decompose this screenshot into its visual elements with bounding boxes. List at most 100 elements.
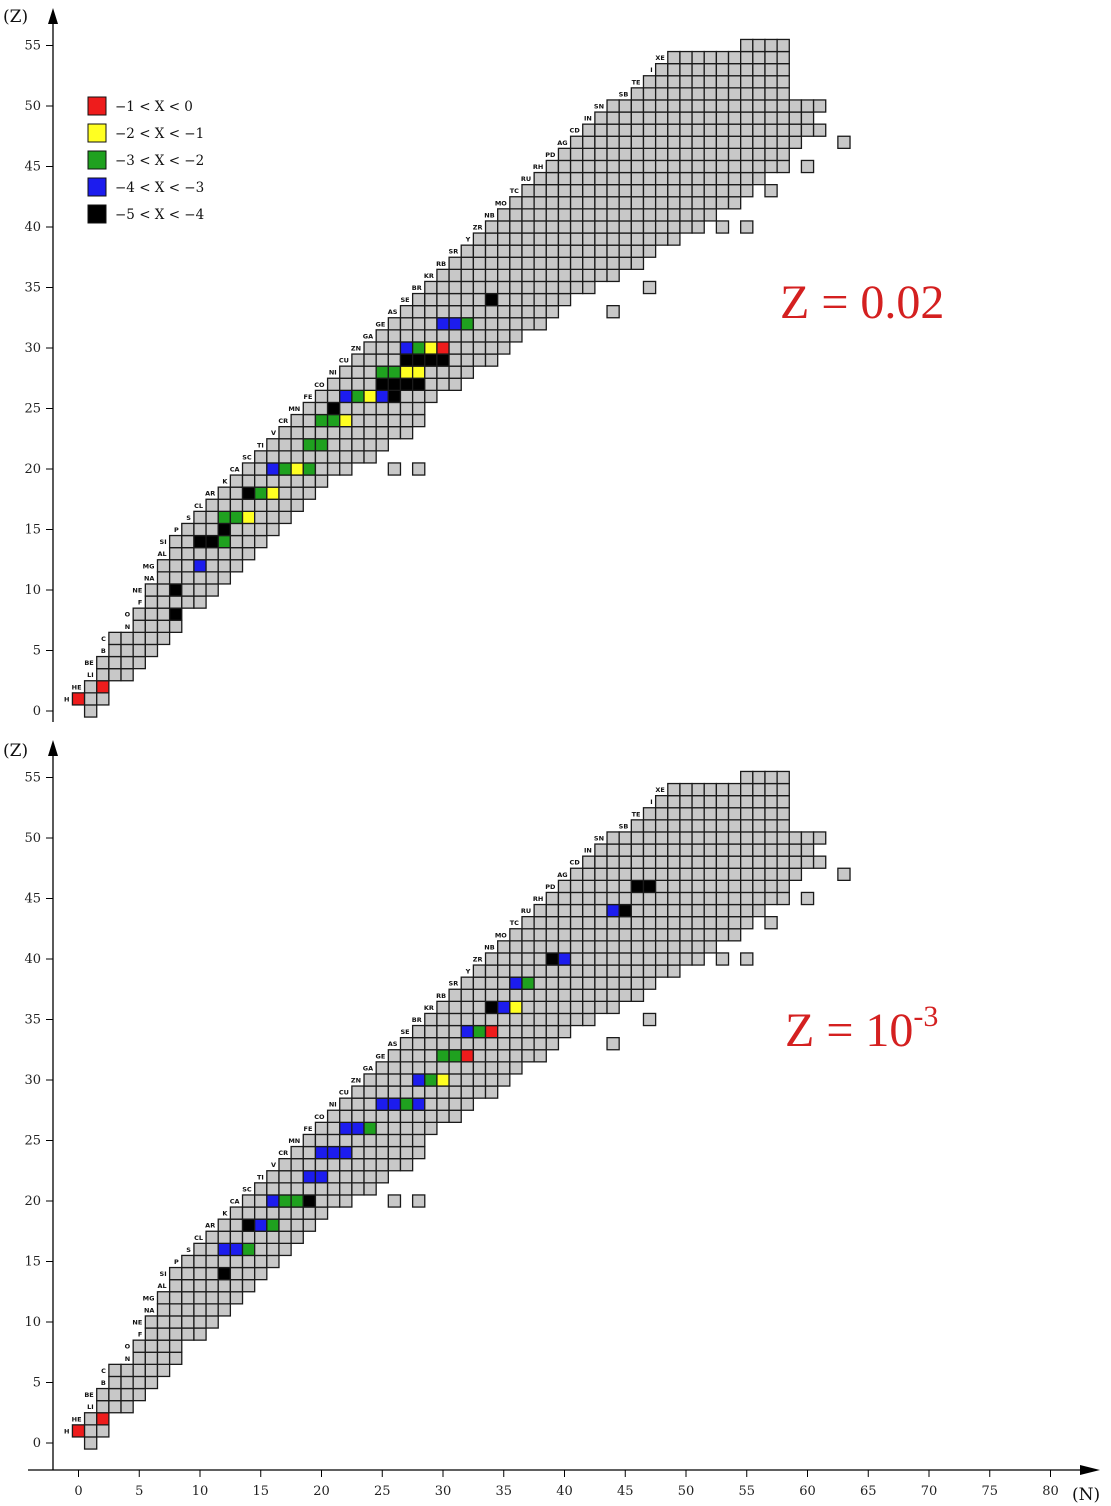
element-label: N <box>125 1355 130 1363</box>
nuclide-cell <box>168 1327 183 1341</box>
nuclide-cell <box>667 99 681 113</box>
nuclide-cell <box>217 1303 232 1317</box>
nuclide-cell <box>448 329 462 343</box>
nuclide-cell <box>399 1037 414 1051</box>
nuclide-cell <box>642 819 657 833</box>
nuclide-cell <box>375 341 389 355</box>
nuclide-cell <box>630 819 645 833</box>
element-label: B <box>101 1379 106 1387</box>
nuclide-cell <box>642 807 657 821</box>
nuclide-cell <box>764 159 778 174</box>
nuclide-cell <box>193 583 207 597</box>
nuclide-cell <box>120 1363 134 1378</box>
nuclide-cell <box>217 1254 232 1269</box>
nuclide-cell <box>533 1049 547 1063</box>
element-label: P <box>174 1258 179 1266</box>
nuclide-cell <box>606 988 620 1003</box>
nuclide-cell <box>424 1049 438 1063</box>
nuclide-cell <box>618 244 632 258</box>
nuclide-cell <box>363 1133 377 1148</box>
nuclide-cell <box>509 280 523 295</box>
nuclide-cell <box>630 220 645 234</box>
nuclide-cell <box>703 196 718 210</box>
nuclide-cell <box>703 940 718 954</box>
nuclide-cell <box>715 159 730 174</box>
nuclide-cell <box>266 498 280 513</box>
element-label: BE <box>84 659 93 667</box>
nuclide-cell-colored <box>96 680 110 694</box>
element-label: V <box>271 429 276 437</box>
nuclide-cell <box>642 867 657 882</box>
nuclide-cell <box>667 879 681 894</box>
nuclide-cell <box>399 389 414 404</box>
y-tick-label-bottom: 40 <box>24 952 41 967</box>
nuclide-cell <box>472 317 487 331</box>
nuclide-cell <box>740 819 754 833</box>
nuclide-cell <box>800 831 815 845</box>
nuclide-cell <box>642 903 657 918</box>
nuclide-cell <box>205 1242 219 1257</box>
nuclide-cell <box>229 547 244 561</box>
nuclide-cell <box>594 171 608 186</box>
nuclide-cell <box>752 111 766 125</box>
nuclide-cell <box>132 1387 146 1402</box>
nuclide-cell <box>132 1375 146 1390</box>
nuclide-cell <box>241 534 256 549</box>
nuclide-cell <box>764 123 778 137</box>
nuclide-cell <box>776 782 790 797</box>
nuclide-cell-colored <box>387 365 402 379</box>
element-label: CR <box>278 417 288 425</box>
nuclide-cell <box>545 928 560 942</box>
nuclide-cell <box>715 135 730 150</box>
element-label: H <box>64 695 69 703</box>
nuclide-cell <box>509 317 523 331</box>
element-label: XE <box>655 786 664 794</box>
nuclide-cell <box>521 928 535 942</box>
x-tick-label: 65 <box>860 1484 877 1499</box>
nuclide-cell-colored <box>424 353 438 367</box>
nuclide-cell <box>800 891 815 906</box>
nuclide-cell <box>667 843 681 857</box>
nuclide-cell <box>484 964 499 978</box>
nuclide-cell <box>557 940 572 954</box>
nuclide-cell <box>533 928 547 942</box>
nuclide-cell <box>181 595 195 609</box>
nuclide-cell <box>326 389 341 404</box>
nuclide-cell <box>654 867 669 882</box>
nuclide-cell <box>156 1339 171 1353</box>
nuclide-cell <box>642 916 657 930</box>
nuclide-cell <box>703 903 718 918</box>
nuclide-cell <box>278 425 292 440</box>
element-label: TC <box>510 919 519 927</box>
element-label: F <box>138 599 142 607</box>
nuclide-cell <box>314 1121 329 1136</box>
nuclide-cell <box>521 988 535 1003</box>
nuclide-cell <box>606 304 620 319</box>
nuclide-cell <box>387 1121 402 1136</box>
nuclide-cell <box>606 232 620 246</box>
nuclide-cell <box>460 1061 475 1075</box>
nuclide-cell <box>411 1194 426 1208</box>
nuclide-cell <box>654 196 669 210</box>
nuclide-cell <box>691 111 705 125</box>
nuclide-cell <box>411 1024 426 1039</box>
nuclide-cell <box>533 988 547 1003</box>
nuclide-cell <box>594 952 608 966</box>
nuclide-cell <box>241 522 256 537</box>
nuclide-cell <box>667 819 681 833</box>
nuclide-cell <box>521 244 535 258</box>
nuclide-cell <box>521 256 535 271</box>
nuclide-cell-colored <box>460 1024 475 1039</box>
nuclide-cell <box>557 256 572 271</box>
nuclide-cell <box>654 819 669 833</box>
nuclide-cell <box>156 1315 171 1329</box>
nuclide-cell <box>545 292 560 307</box>
element-label: PD <box>545 883 556 891</box>
nuclide-cell <box>618 964 632 978</box>
element-label: GE <box>376 320 386 328</box>
nuclide-cell <box>497 268 511 283</box>
nuclide-cell <box>654 220 669 234</box>
nuclide-cell <box>764 87 778 101</box>
nuclide-cell-colored <box>387 377 402 392</box>
